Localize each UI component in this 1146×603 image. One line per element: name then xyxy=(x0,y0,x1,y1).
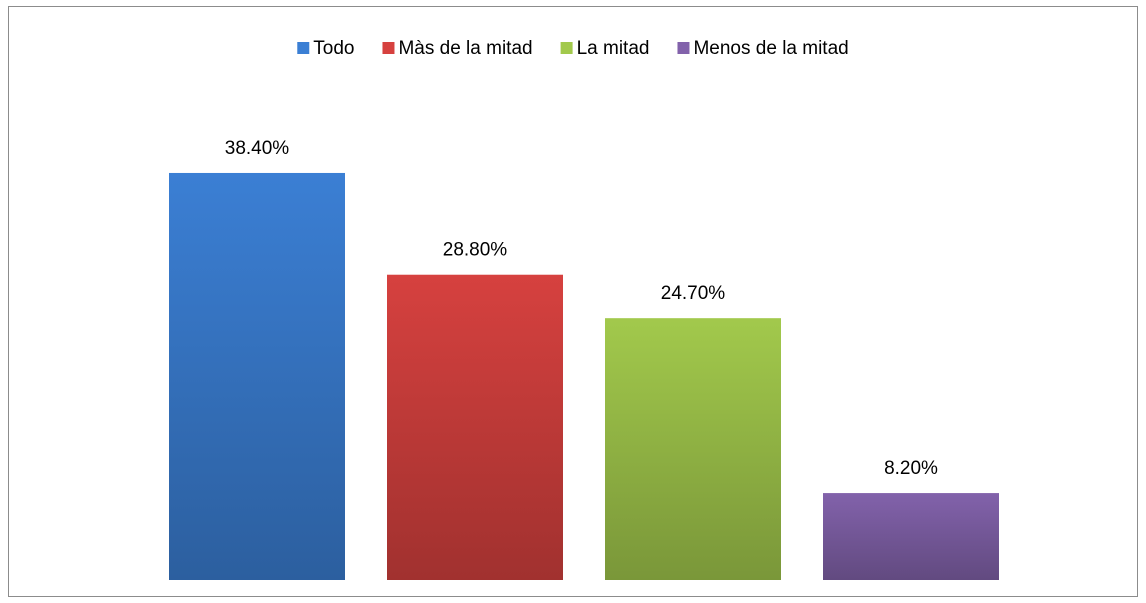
bar xyxy=(169,172,345,580)
data-label: 8.20% xyxy=(884,458,938,479)
bar xyxy=(387,274,563,580)
data-label: 38.40% xyxy=(225,138,290,159)
data-label: 28.80% xyxy=(443,240,508,261)
bar xyxy=(823,493,999,580)
legend-swatch xyxy=(560,42,573,54)
legend-swatch xyxy=(297,42,310,54)
legend-label: La mitad xyxy=(577,38,650,59)
legend-label: Màs de la mitad xyxy=(398,38,532,59)
legend-label: Todo xyxy=(313,38,354,59)
bar xyxy=(605,318,781,580)
legend-swatch xyxy=(677,42,690,54)
legend-swatch xyxy=(382,42,395,54)
data-label: 24.70% xyxy=(661,283,726,304)
legend-label: Menos de la mitad xyxy=(693,38,848,59)
